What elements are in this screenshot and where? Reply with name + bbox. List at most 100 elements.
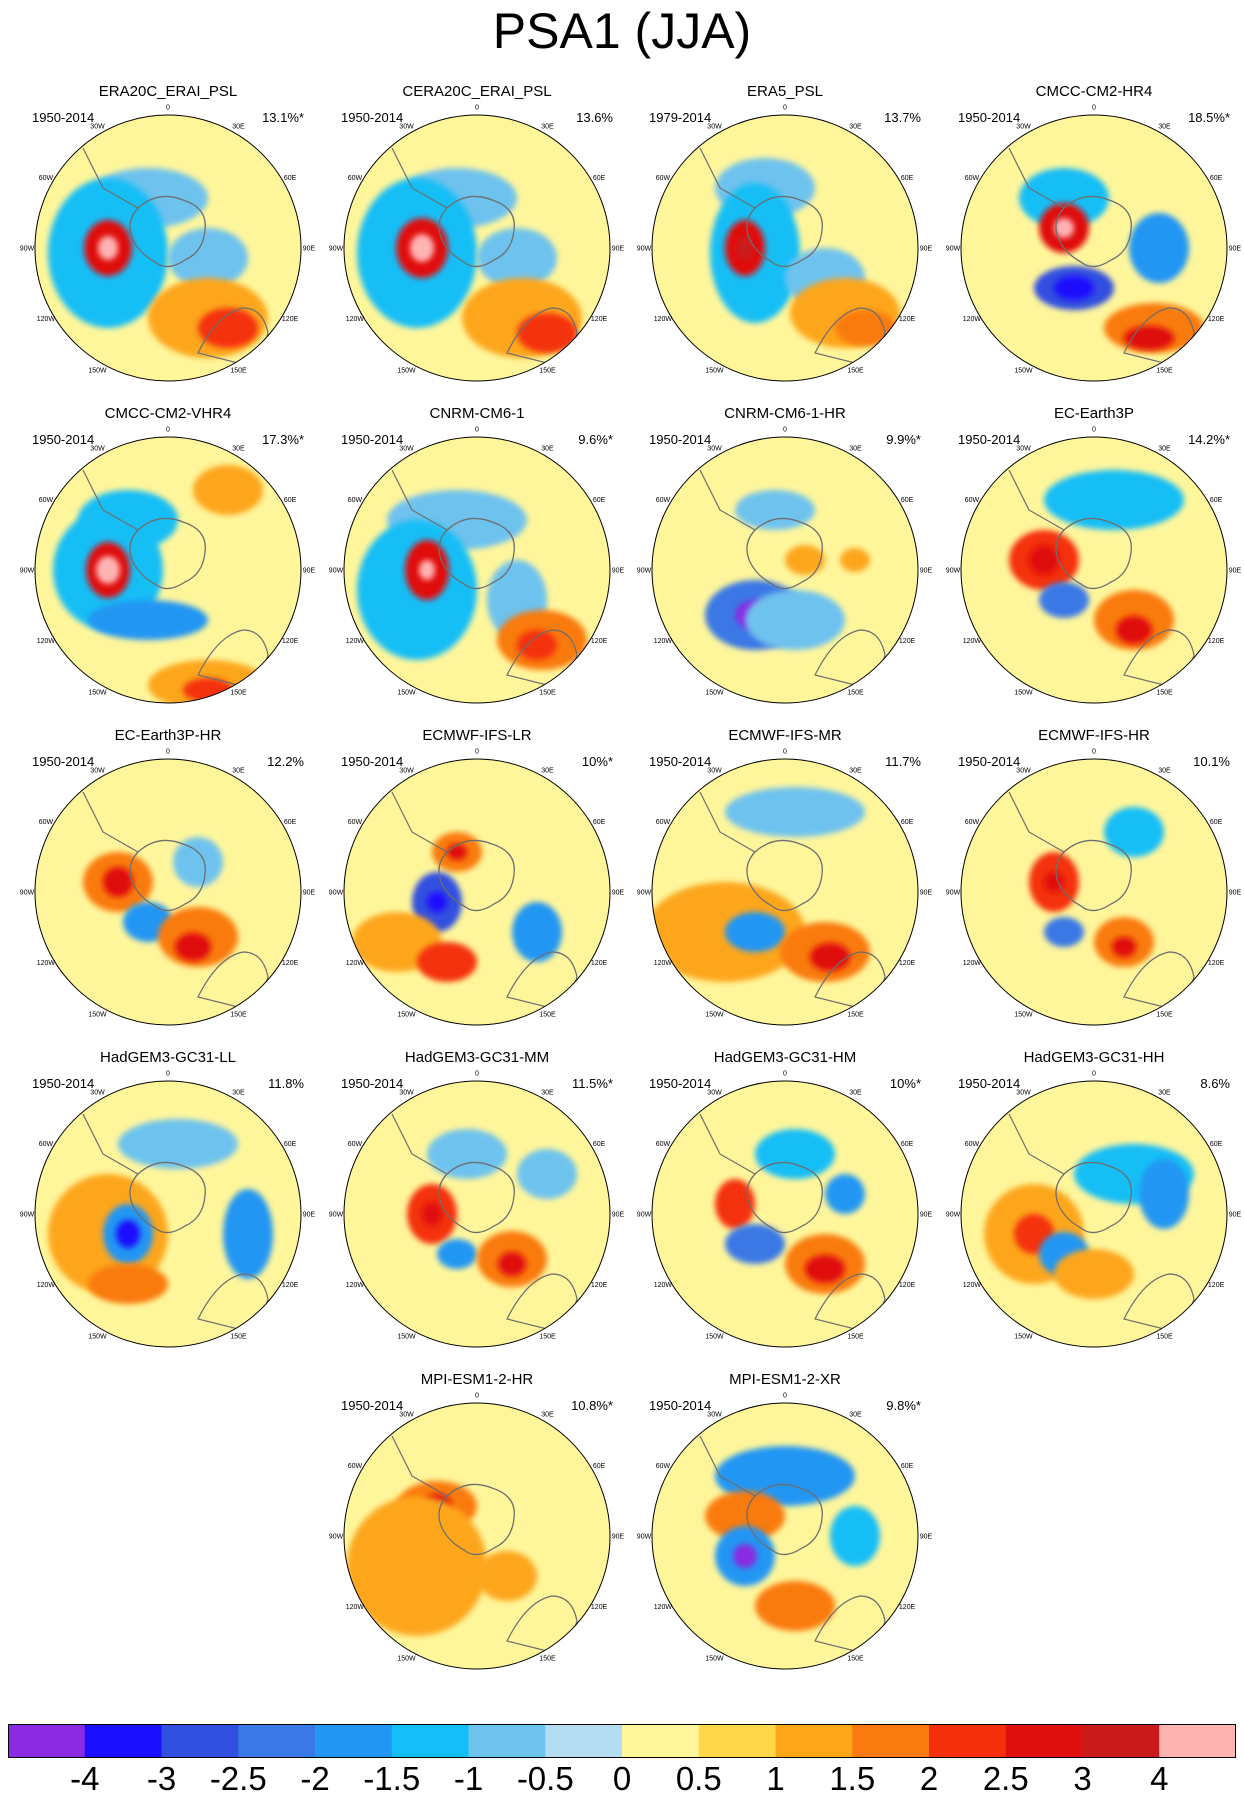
longitude-label: 120W [37,316,56,323]
panel-title: CNRM-CM6-1 [429,405,525,422]
colorbar-swatch [698,1724,776,1758]
south-america-coastline [1008,469,1065,531]
longitude-label: 60E [593,819,606,826]
anomaly-contour [725,1224,785,1264]
longitude-label: 150W [705,1012,724,1019]
anomaly-contour [825,1174,865,1214]
panel-title: HadGEM3-GC31-HH [1023,1049,1165,1066]
map-boundary [651,114,919,382]
colorbar-tick-label: 2.5 [982,1760,1029,1797]
panel-title: CMCC-CM2-HR4 [1035,83,1153,100]
longitude-label: 150W [397,368,416,375]
panel-period: 1950-2014 [32,110,95,125]
longitude-label: 30W [90,123,105,130]
colorbar-tick-label: 0.5 [675,1760,722,1797]
antarctica-coastline [438,517,515,590]
panel-explained-variance: 9.9%* [886,432,921,447]
south-america-coastline [391,1113,448,1175]
longitude-label: 0 [475,1071,479,1078]
longitude-label: 60E [1210,819,1223,826]
longitude-label: 150E [539,1012,556,1019]
map-boundary [651,1402,919,1670]
anomaly-contour [517,1149,577,1199]
panel-period: 1979-2014 [649,110,712,125]
colorbar-swatch [1159,1724,1236,1758]
polar-stereographic-map: 030E60E90E120E150E180150W120W90W60W30W [637,427,933,704]
colorbar-swatch [929,1724,1007,1758]
colorbar-tick-label: 4 [1150,1760,1169,1797]
longitude-label: 150E [847,1012,864,1019]
longitude-label: 90W [20,1212,35,1219]
longitude-label: 60W [965,819,980,826]
south-america-coastline [699,147,756,209]
longitude-label: 150W [1014,1012,1033,1019]
longitude-label: 60E [1210,1141,1223,1148]
longitude-label: 90W [637,1212,652,1219]
colorbar-swatch [1005,1724,1083,1758]
panel-period: 1950-2014 [32,1076,95,1091]
south-america-coastline [391,147,448,209]
anomaly-contour [715,1179,755,1229]
longitude-label: 60W [39,497,54,504]
panel-period: 1950-2014 [958,754,1021,769]
longitude-label: 60E [901,819,914,826]
longitude-label: 90E [612,1212,625,1219]
anomaly-contour [477,228,557,288]
anomaly-contour [168,228,248,288]
longitude-label: 120E [1208,1282,1225,1289]
map-panel: ERA5_PSL 1979-2014 13.7% 0 30E 60E 90E 120E 150E… [635,83,935,383]
longitude-label: 150W [705,1334,724,1341]
anomaly-contour [98,236,118,260]
longitude-label: 150W [705,368,724,375]
longitude-label: 90E [1229,246,1242,253]
panel-period: 1950-2014 [649,432,712,447]
longitude-label: 30E [849,1411,862,1418]
longitude-label: 90W [637,246,652,253]
anomaly-contour [1139,1159,1189,1229]
longitude-label: 150W [1014,368,1033,375]
longitude-label: 30W [90,1089,105,1096]
longitude-label: 90E [920,890,933,897]
longitude-label: 120W [37,960,56,967]
antarctica-coastline [129,1161,206,1234]
antarctica-coastline [746,839,823,912]
map-background-field [344,759,610,1025]
longitude-label: 30W [399,767,414,774]
anomaly-contour [1054,1249,1134,1299]
anomaly-contour [725,787,865,837]
longitude-label: 30E [849,123,862,130]
anomaly-contour [755,1581,835,1631]
antarctica-coastline [129,517,206,590]
colorbar-swatch [468,1724,546,1758]
panel-period: 1950-2014 [341,1076,404,1091]
longitude-label: 150E [539,368,556,375]
longitude-label: 150W [1014,1334,1033,1341]
longitude-label: 0 [1092,749,1096,756]
panel-explained-variance: 17.3%* [262,432,304,447]
anomaly-contour [223,1189,273,1279]
panel-explained-variance: 11.8% [268,1076,304,1091]
colorbar-tick-label: -4 [70,1760,100,1797]
polar-stereographic-map: 030E60E90E120E150E180150W120W90W60W30W [637,105,933,382]
longitude-label: 120W [963,1282,982,1289]
longitude-label: 30W [399,1089,414,1096]
longitude-label: 60W [656,497,671,504]
colorbar-tick-label: 3 [1073,1760,1092,1797]
panel-explained-variance: 12.2% [267,754,304,769]
polar-stereographic-map: 030E60E90E120E150E180150W120W90W60W30W [329,105,625,382]
anomaly-contour [118,1119,238,1169]
panel-title: CERA20C_ERAI_PSL [402,83,552,100]
longitude-label: 0 [783,1071,787,1078]
colorbar-swatch [84,1724,162,1758]
anomaly-contour [173,837,223,887]
panel-title: HadGEM3-GC31-HM [713,1049,857,1066]
anomaly-contour [715,1446,855,1506]
longitude-label: 30E [1158,123,1171,130]
map-boundary [960,758,1228,1026]
longitude-label: 150E [1156,368,1173,375]
longitude-label: 120W [346,1282,365,1289]
longitude-label: 90W [637,568,652,575]
longitude-label: 60E [284,497,297,504]
longitude-label: 120W [654,638,673,645]
longitude-label: 90W [329,890,344,897]
